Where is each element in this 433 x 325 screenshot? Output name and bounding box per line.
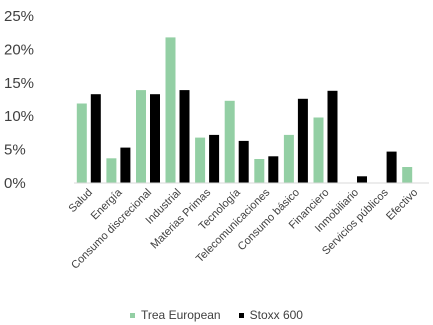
y-tick-label: 25%: [4, 8, 34, 25]
bar-trea-european: [106, 158, 117, 183]
bar-stoxx-600: [297, 98, 308, 183]
bar-trea-european: [76, 103, 87, 183]
legend-label-stoxx-600: Stoxx 600: [249, 308, 303, 322]
y-tick-label: 10%: [4, 108, 34, 125]
bar-trea-european: [283, 134, 294, 183]
bar-stoxx-600: [357, 176, 367, 183]
bar-stoxx-600: [209, 134, 220, 183]
legend-item-stoxx-600: Stoxx 600: [238, 308, 303, 322]
bar-trea-european: [136, 90, 146, 183]
bar-stoxx-600: [327, 90, 338, 183]
bar-stoxx-600: [386, 151, 397, 183]
legend-item-trea-european: Trea European: [130, 308, 221, 322]
x-category-label: Efectivo: [384, 187, 420, 223]
bar-stoxx-600: [90, 94, 101, 183]
y-tick-label: 0%: [4, 175, 26, 192]
bars: [76, 37, 413, 184]
bar-stoxx-600: [120, 147, 131, 183]
legend-swatch-stoxx-600: [238, 312, 244, 318]
bar-trea-european: [195, 137, 206, 183]
bar-trea-european: [402, 167, 413, 183]
bar-trea-european: [254, 159, 265, 183]
bar-stoxx-600: [238, 140, 249, 183]
bar-trea-european: [313, 117, 324, 183]
bar-stoxx-600: [150, 94, 160, 183]
legend-swatch-trea-european: [130, 312, 135, 318]
legend: Trea European Stoxx 600: [0, 305, 433, 325]
y-axis-tick-labels: 0% 5% 10% 15% 20% 25%: [4, 8, 34, 192]
legend-label-trea-european: Trea European: [141, 308, 221, 322]
y-tick-label: 20%: [4, 41, 34, 58]
bar-trea-european: [224, 100, 235, 183]
y-tick-label: 15%: [4, 75, 34, 92]
bar-stoxx-600: [179, 90, 190, 183]
y-tick-label: 5%: [4, 142, 26, 159]
bar-stoxx-600: [268, 156, 279, 183]
bar-trea-european: [165, 37, 176, 184]
